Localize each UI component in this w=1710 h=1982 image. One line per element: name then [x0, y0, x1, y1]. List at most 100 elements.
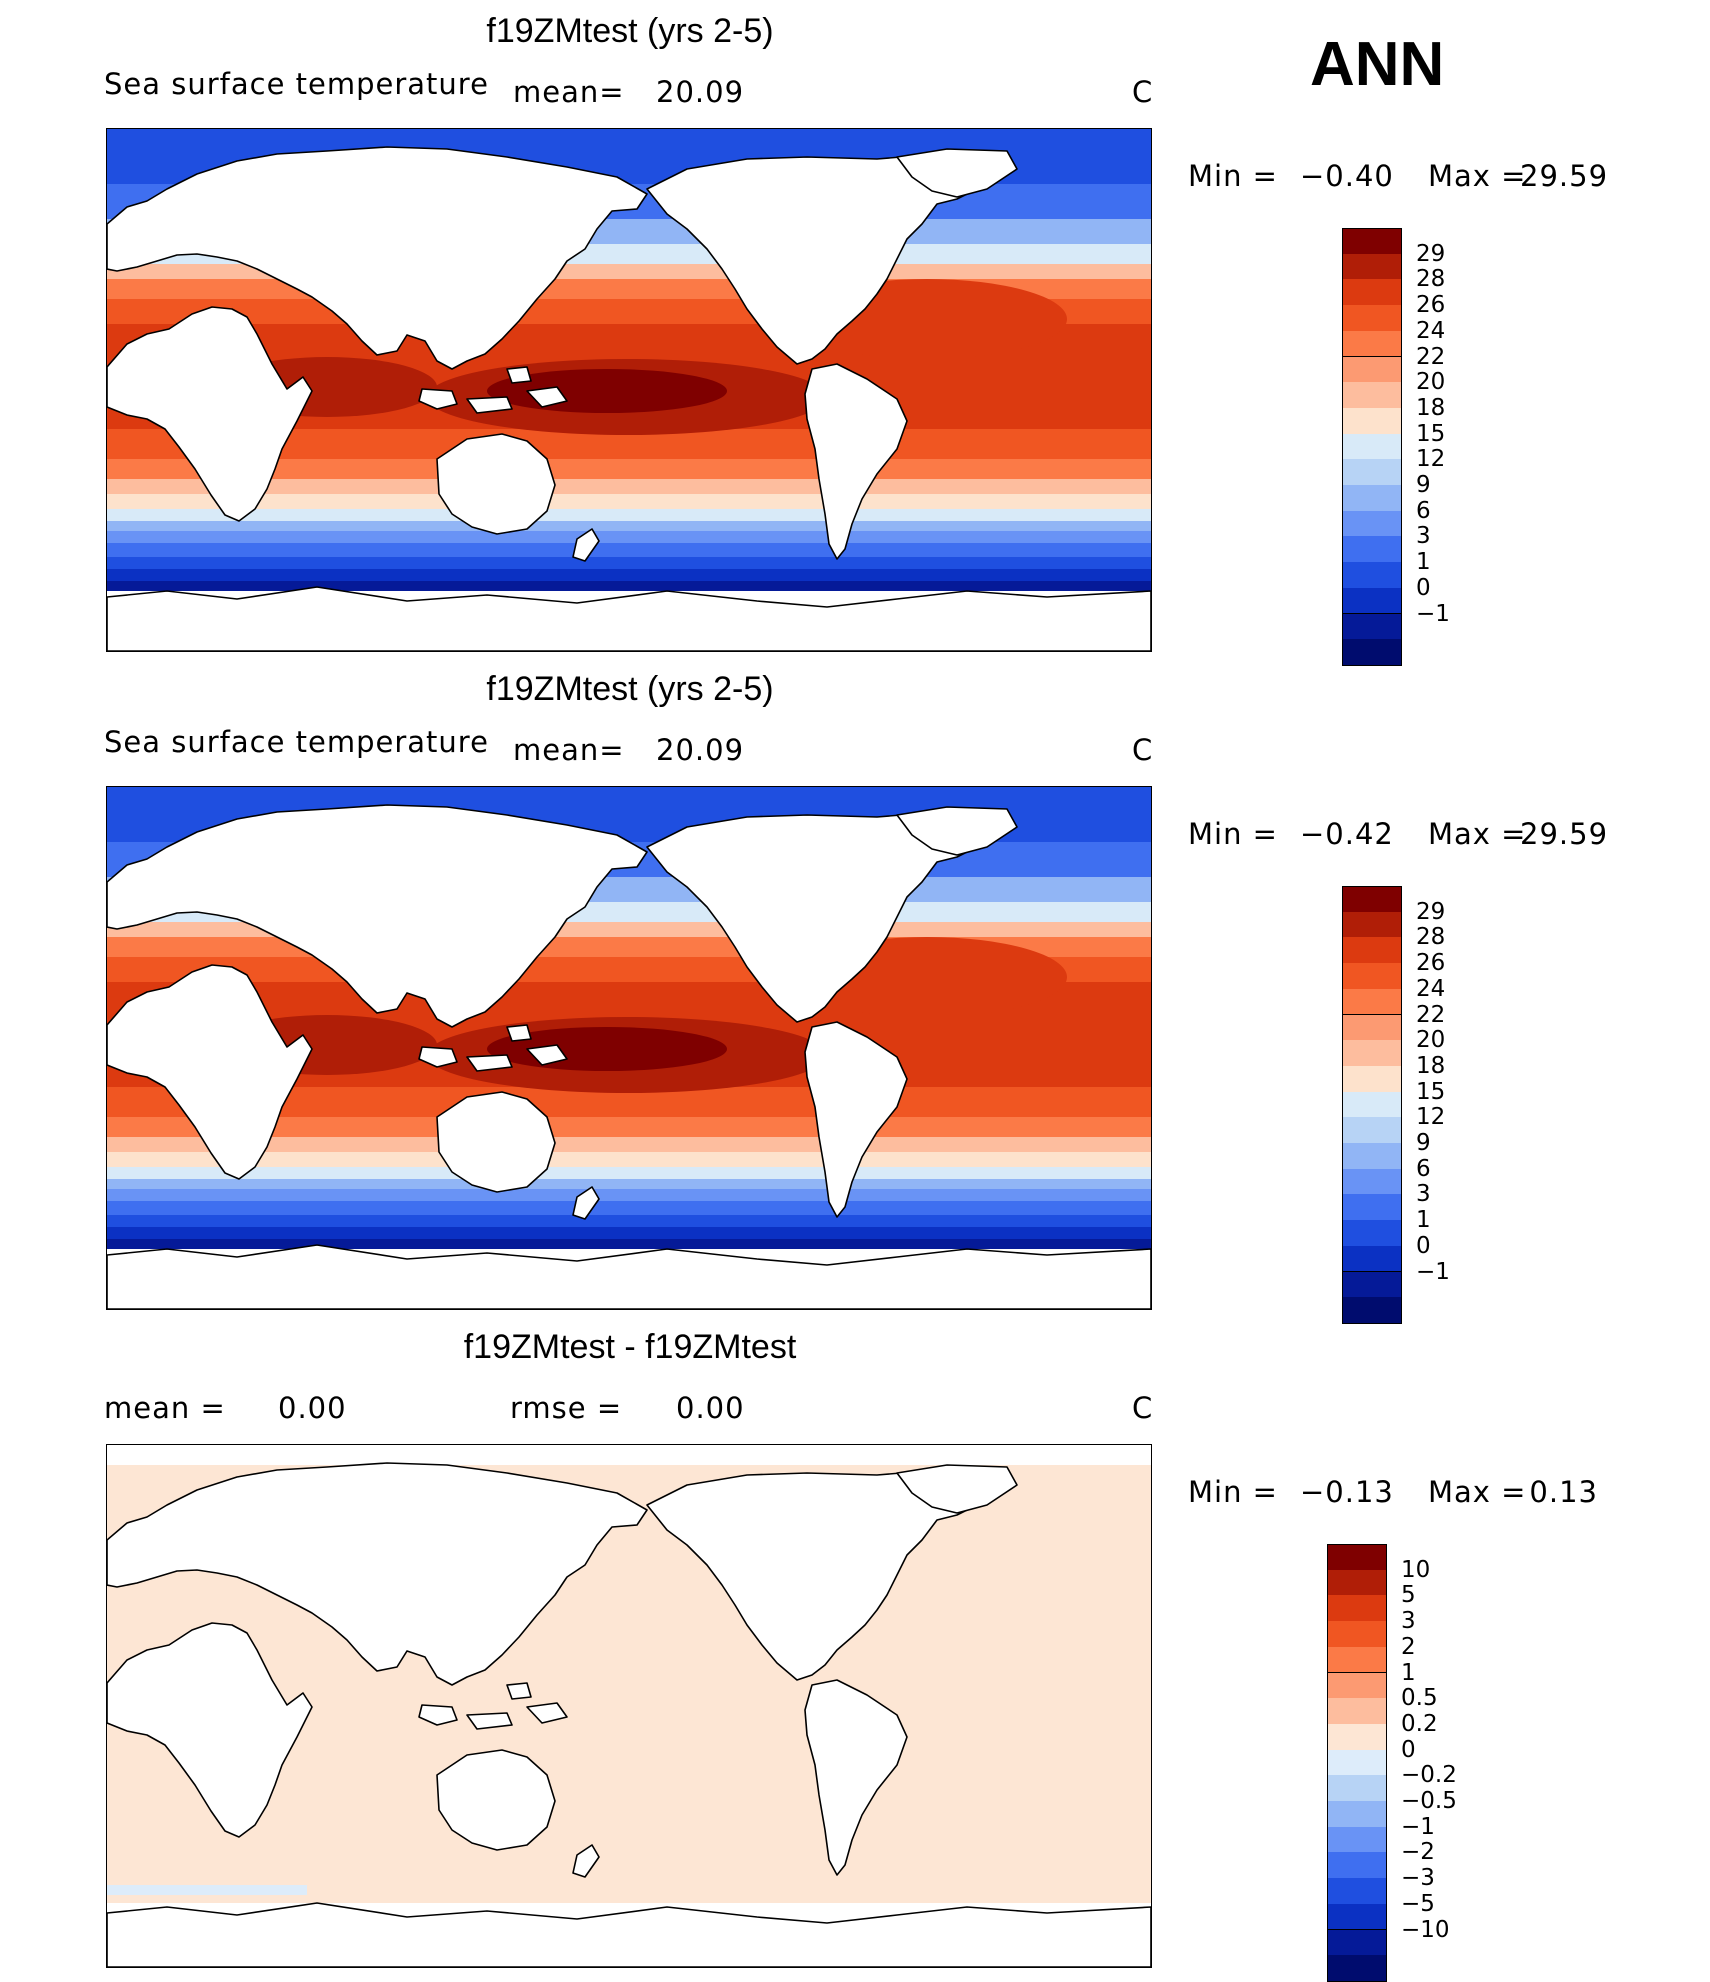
colorbar-swatch — [1327, 1826, 1387, 1854]
rmse-label: rmse = — [510, 1391, 623, 1425]
sst-band — [107, 479, 1151, 494]
land-outline — [572, 1186, 600, 1220]
land-outline — [506, 1682, 532, 1700]
sst-band — [107, 1201, 1151, 1215]
colorbar-tick-label: −3 — [1401, 1865, 1435, 1892]
max-label: Max = — [1428, 1475, 1527, 1509]
colorbar-swatch — [1342, 1143, 1402, 1170]
rmse-value: 0.00 — [676, 1391, 745, 1425]
mean-label: mean= — [513, 733, 625, 767]
colorbar-swatch — [1342, 1065, 1402, 1093]
sst-band — [107, 569, 1151, 581]
colorbar-tick-label: 20 — [1416, 369, 1446, 396]
colorbar-tick-label: −10 — [1401, 1916, 1450, 1943]
colorbar-swatch — [1342, 1297, 1402, 1324]
colorbar-swatch — [1342, 485, 1402, 512]
colorbar-tick-label: 18 — [1416, 1052, 1446, 1079]
colorbar-tick-label: 2 — [1401, 1633, 1416, 1660]
land-outline — [506, 366, 532, 384]
colorbar-swatch — [1342, 911, 1402, 939]
colorbar-swatch — [1342, 433, 1402, 461]
colorbar-tick-label: 6 — [1416, 1155, 1431, 1182]
colorbar-tick-label: 20 — [1416, 1027, 1446, 1054]
land-outline — [107, 1462, 648, 1686]
land-outline — [466, 1712, 513, 1730]
land-outline — [418, 388, 458, 410]
units-label: C — [1132, 1391, 1154, 1425]
colorbar-tick-label: 3 — [1401, 1608, 1416, 1635]
land-outline — [804, 363, 908, 560]
colorbar-tick-label: −0.2 — [1401, 1762, 1457, 1789]
land-outline — [572, 1844, 600, 1878]
colorbar-swatch — [1342, 356, 1402, 384]
colorbar-tick-label: 9 — [1416, 1130, 1431, 1156]
colorbar-swatch — [1327, 1544, 1387, 1571]
colorbar-swatch — [1342, 1220, 1402, 1247]
colorbar-swatch — [1327, 1621, 1387, 1648]
units-label: C — [1132, 733, 1154, 767]
colorbar-swatch — [1342, 1168, 1402, 1196]
land-outline — [107, 586, 1151, 651]
land-outline — [436, 1091, 556, 1193]
colorbar-swatch — [1342, 1117, 1402, 1144]
colorbar-tick-label: 0.5 — [1401, 1685, 1438, 1712]
mean-label: mean= — [513, 75, 625, 109]
variable-name: Sea surface temperature — [104, 67, 489, 101]
colorbar-swatch — [1342, 937, 1402, 965]
min-value: −0.13 — [1300, 1475, 1394, 1509]
land-outline — [804, 1679, 908, 1876]
min-label: Min = — [1188, 159, 1278, 193]
land-outline — [107, 1622, 313, 1838]
land-outline — [896, 148, 1018, 198]
world-map — [106, 1444, 1152, 1968]
colorbar-swatch — [1342, 587, 1402, 615]
land-outline — [107, 804, 648, 1028]
panel-1: f19ZMtest (yrs 2-5) Sea surface temperatu… — [0, 0, 1710, 666]
land-outline — [804, 1021, 908, 1218]
colorbar-tick-label: 18 — [1416, 394, 1446, 421]
colorbar-swatch — [1342, 510, 1402, 538]
colorbar-swatch — [1342, 1194, 1402, 1222]
units-label: C — [1132, 75, 1154, 109]
land-outline — [418, 1046, 458, 1068]
land-outline — [436, 1749, 556, 1851]
colorbar-tick-label: 26 — [1416, 292, 1446, 319]
colorbar-swatch — [1342, 886, 1402, 913]
panel-title: f19ZMtest (yrs 2-5) — [486, 12, 774, 50]
colorbar-tick-label: 12 — [1416, 1104, 1446, 1131]
land-outline — [526, 386, 568, 408]
variable-name: Sea surface temperature — [104, 725, 489, 759]
land-outline — [107, 1902, 1151, 1967]
sst-band — [107, 1227, 1151, 1239]
world-map — [106, 786, 1152, 1310]
colorbar-tick-label: 10 — [1401, 1556, 1431, 1583]
colorbar-tick-label: 12 — [1416, 446, 1446, 473]
sst-band — [107, 1167, 1151, 1179]
colorbar-tick-label: −0.5 — [1401, 1788, 1457, 1814]
colorbar-swatch — [1342, 330, 1402, 358]
colorbar-tick-label: −1 — [1416, 600, 1450, 627]
mean-value: 20.09 — [656, 733, 745, 767]
colorbar-swatch — [1327, 1723, 1387, 1751]
colorbar-swatch — [1327, 1595, 1387, 1623]
colorbar-swatch — [1327, 1929, 1387, 1957]
sst-band — [107, 521, 1151, 531]
colorbar-tick-label: 1 — [1416, 1207, 1431, 1234]
colorbar-tick-label: −5 — [1401, 1890, 1435, 1917]
map-canvas — [107, 1462, 1151, 1967]
min-label: Min = — [1188, 1475, 1278, 1509]
land-outline — [436, 433, 556, 535]
colorbar-tick-label: 22 — [1416, 343, 1446, 370]
colorbar-swatch — [1327, 1569, 1387, 1597]
sst-band — [107, 1117, 1151, 1137]
mean-label: mean = — [104, 1391, 226, 1425]
sst-band — [107, 557, 1151, 569]
colorbar-swatch — [1327, 1801, 1387, 1828]
land-outline — [466, 1054, 513, 1072]
map-canvas — [107, 129, 1151, 651]
colorbar-swatch — [1342, 536, 1402, 564]
colorbar-swatch — [1327, 1749, 1387, 1777]
sst-band — [107, 1152, 1151, 1167]
sst-band — [107, 1215, 1151, 1227]
colorbar-tick-label: 1 — [1416, 549, 1431, 576]
